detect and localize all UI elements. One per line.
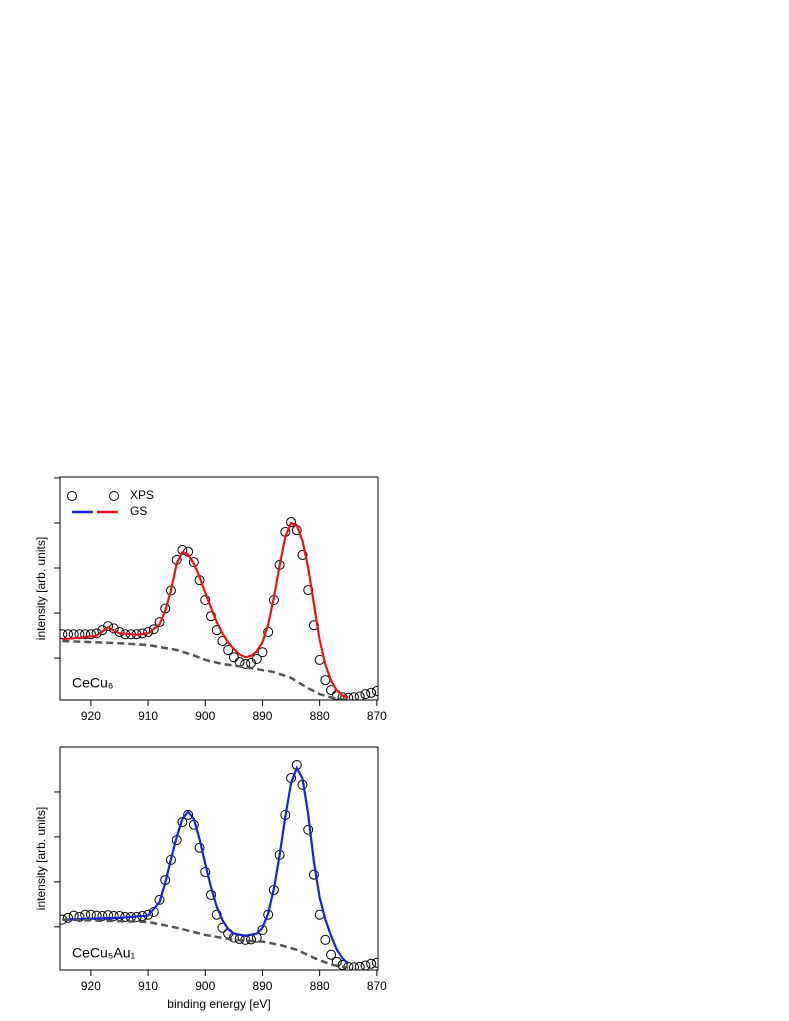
data-point — [371, 957, 378, 968]
data-point — [360, 689, 371, 700]
data-point — [148, 624, 159, 635]
data-point — [366, 687, 377, 698]
x-tick-label: 900 — [195, 709, 215, 723]
x-tick-label: 890 — [252, 709, 272, 723]
x-tick-label: 910 — [138, 709, 158, 723]
data-point — [371, 685, 378, 696]
y-axis-label: intensity [arb. units] — [34, 807, 48, 910]
x-tick-label: 870 — [367, 979, 387, 993]
legend-marker — [67, 491, 77, 501]
x-tick-label: 880 — [310, 979, 330, 993]
data-point — [348, 962, 359, 970]
data-point — [223, 644, 234, 655]
data-point — [85, 629, 96, 640]
data-point — [354, 961, 365, 970]
background-line — [62, 918, 349, 969]
data-point — [320, 934, 331, 945]
x-tick-label: 880 — [310, 709, 330, 723]
x-tick-label: 870 — [367, 709, 387, 723]
legend-label: XPS — [130, 488, 154, 502]
data-point — [108, 911, 119, 922]
legend-marker — [109, 491, 119, 501]
data-point — [240, 658, 251, 669]
x-tick-label: 890 — [252, 979, 272, 993]
data-point — [343, 692, 354, 700]
data-point — [188, 557, 199, 568]
fit-line — [62, 521, 349, 699]
data-point — [80, 629, 91, 640]
x-tick-label: 920 — [81, 709, 101, 723]
plot-area — [60, 517, 378, 700]
data-point — [103, 621, 114, 632]
data-point — [154, 617, 165, 628]
data-point — [97, 911, 108, 922]
data-point — [366, 958, 377, 969]
data-point — [354, 691, 365, 700]
data-point — [303, 824, 314, 835]
panel-label: CeCu₆ — [72, 675, 113, 691]
fit-line — [62, 765, 350, 965]
x-tick-label: 910 — [138, 979, 158, 993]
data-point — [360, 960, 371, 970]
data-point — [320, 675, 331, 686]
x-tick-label: 920 — [81, 979, 101, 993]
background-line — [62, 639, 349, 700]
y-axis-label: intensity [arb. units] — [34, 537, 48, 640]
data-point — [143, 626, 154, 637]
plot-frame — [59, 746, 379, 971]
data-point — [257, 647, 268, 658]
data-point — [326, 949, 337, 960]
data-point — [297, 549, 308, 560]
legend-label: GS — [130, 504, 147, 518]
plot-area — [60, 759, 378, 970]
data-point — [63, 912, 74, 923]
plot-frame — [59, 476, 379, 701]
data-point — [251, 654, 262, 665]
data-point — [286, 517, 297, 528]
panel-label: CeCu₅Au₁ — [72, 945, 136, 961]
data-point — [154, 894, 165, 905]
x-tick-label: 900 — [195, 979, 215, 993]
data-point — [308, 869, 319, 880]
data-point — [143, 909, 154, 920]
data-point — [74, 911, 85, 922]
data-point — [348, 692, 359, 700]
data-point — [308, 620, 319, 631]
data-point — [228, 652, 239, 663]
x-axis-label: binding energy [eV] — [167, 997, 270, 1011]
